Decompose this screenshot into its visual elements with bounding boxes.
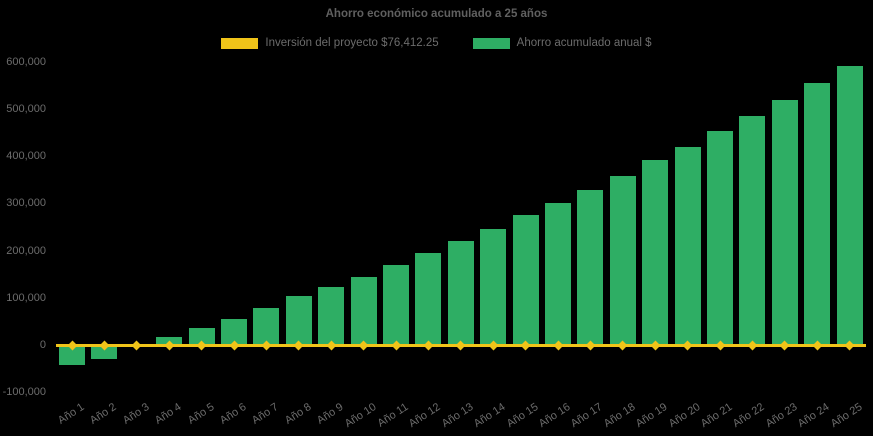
bar-ano-25 bbox=[836, 65, 863, 345]
legend-item-investment: Inversión del proyecto $76,412.25 bbox=[221, 37, 439, 49]
y-axis-label-100000: 100,000 bbox=[6, 291, 46, 304]
bar-ano-17 bbox=[577, 189, 604, 345]
bar-ano-10 bbox=[350, 277, 377, 345]
bar-ano-14 bbox=[480, 228, 507, 345]
y-axis-label-600000: 600,000 bbox=[6, 55, 46, 68]
bar-ano-20 bbox=[674, 147, 701, 345]
legend: Inversión del proyecto $76,412.25 Ahorro… bbox=[0, 37, 873, 49]
bar-ano-24 bbox=[804, 82, 831, 345]
bar-ano-13 bbox=[447, 241, 474, 345]
bar-ano-8 bbox=[285, 296, 312, 345]
bar-ano-7 bbox=[253, 308, 280, 345]
y-axis-label-200000: 200,000 bbox=[6, 244, 46, 257]
y-axis-label-500000: 500,000 bbox=[6, 103, 46, 115]
y-axis-label-300000: 300,000 bbox=[6, 197, 46, 210]
y-axis-label-400000: 400,000 bbox=[6, 150, 46, 163]
legend-swatch-investment bbox=[221, 37, 259, 49]
bar-ano-15 bbox=[512, 215, 539, 345]
bar-ano-19 bbox=[642, 160, 669, 345]
y-axis-label-0: 0 bbox=[39, 339, 46, 351]
legend-label-investment: Inversión del proyecto $76,412.25 bbox=[265, 37, 439, 49]
chart-title: Ahorro económico acumulado a 25 años bbox=[325, 8, 548, 20]
bar-ano-9 bbox=[318, 286, 345, 345]
y-axis-label--100000: -100,000 bbox=[2, 386, 46, 399]
legend-item-savings: Ahorro acumulado anual $ bbox=[472, 37, 652, 49]
legend-label-savings: Ahorro acumulado anual $ bbox=[516, 37, 652, 49]
bar-ano-18 bbox=[609, 176, 636, 345]
bar-ano-12 bbox=[415, 252, 442, 345]
bar-ano-2 bbox=[91, 346, 118, 359]
bar-ano-23 bbox=[771, 99, 798, 345]
investment-line-marker-ano-3 bbox=[131, 340, 142, 350]
bar-ano-22 bbox=[739, 116, 766, 345]
bar-ano-5 bbox=[188, 328, 215, 345]
legend-swatch-savings bbox=[472, 37, 510, 49]
bar-ano-21 bbox=[707, 130, 733, 345]
bar-ano-1 bbox=[59, 346, 85, 366]
bar-ano-11 bbox=[383, 264, 409, 345]
bar-ano-16 bbox=[545, 202, 571, 345]
